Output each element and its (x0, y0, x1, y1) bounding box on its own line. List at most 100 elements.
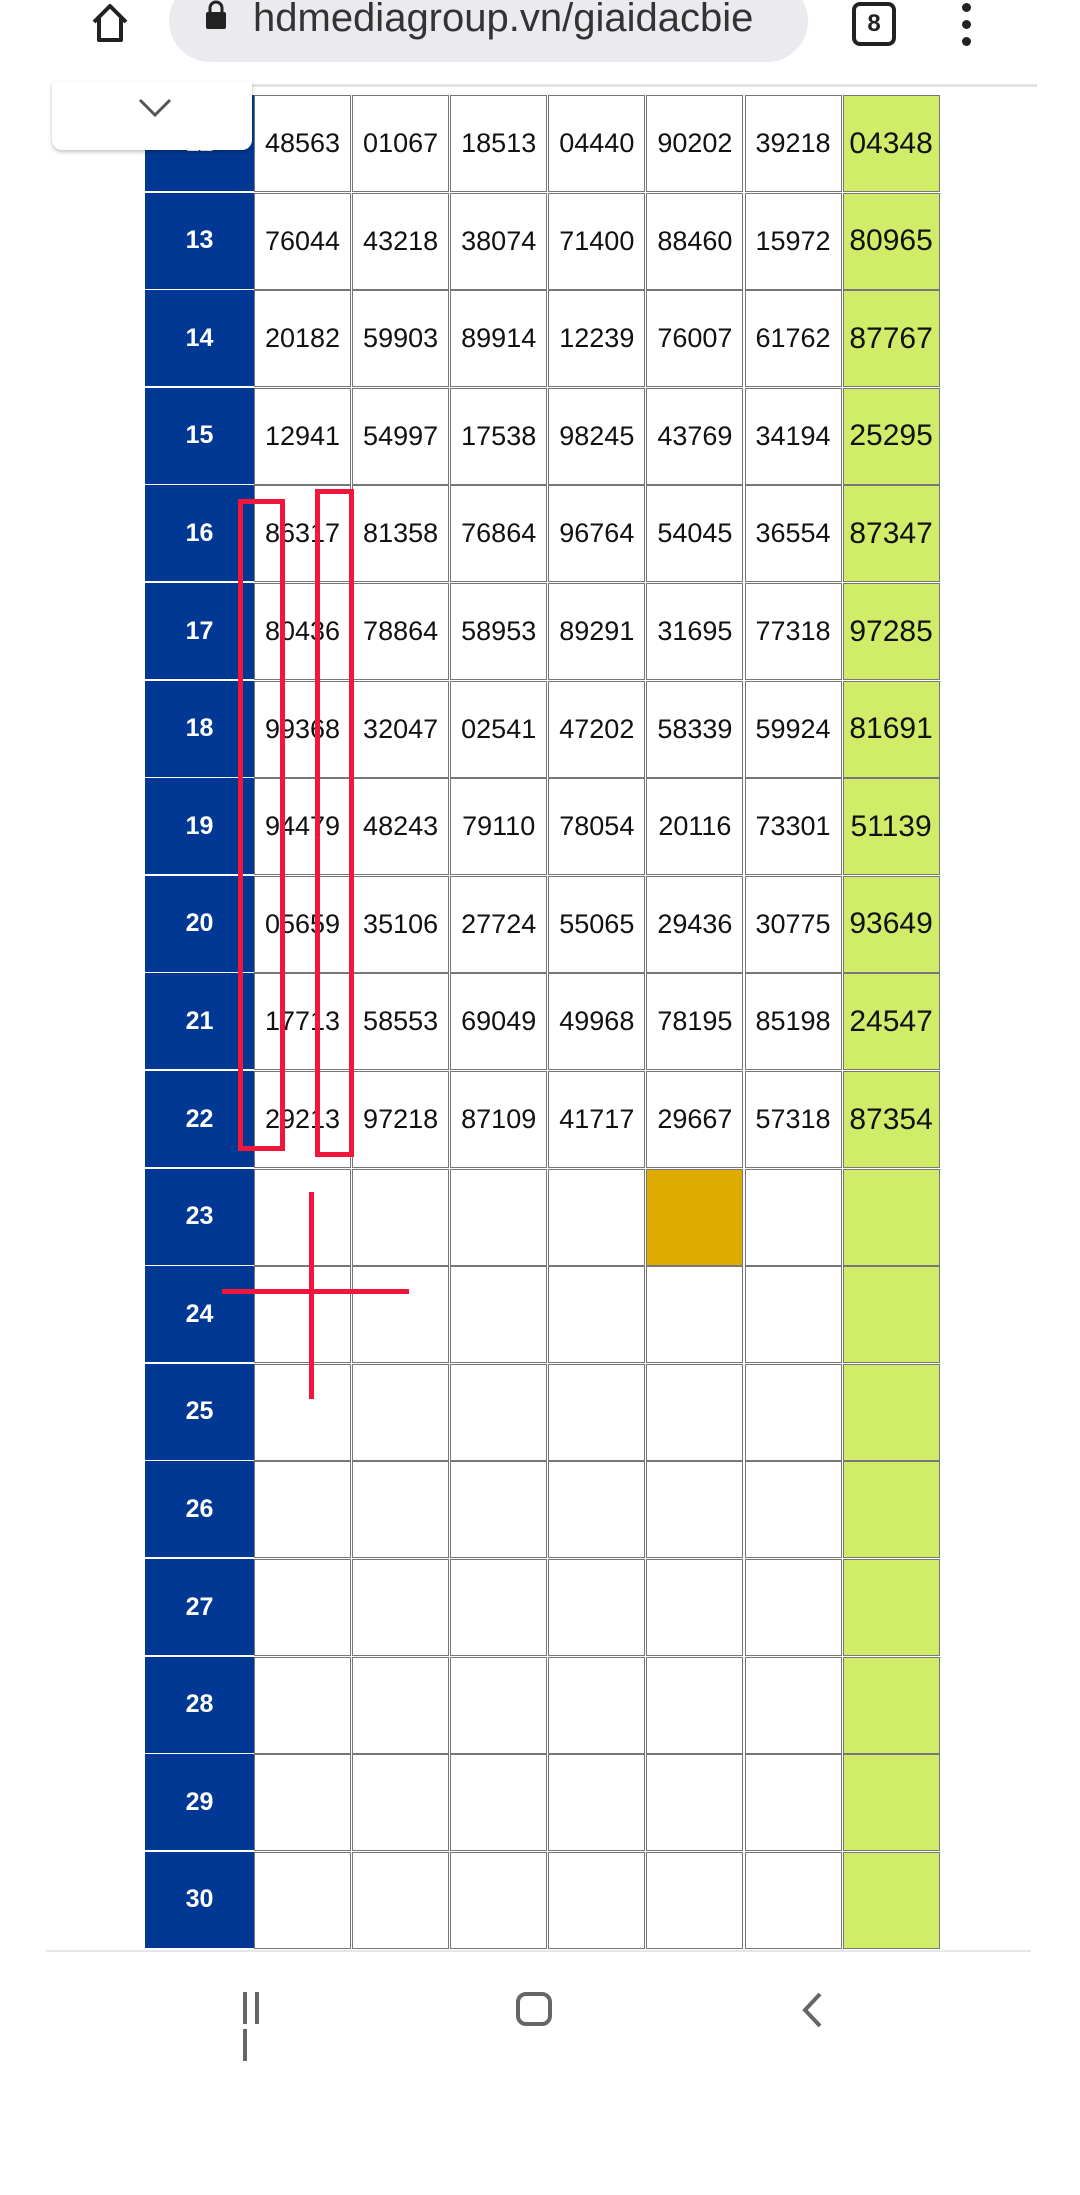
special-prize-cell (842, 1559, 940, 1656)
table-cell (450, 1461, 548, 1559)
address-bar[interactable]: hdmediagroup.vn/giaidacbie (169, 0, 808, 62)
table-cell (352, 1168, 450, 1266)
table-cell: 78195 (646, 973, 744, 1071)
table-cell: 58339 (646, 680, 744, 778)
table-cell: 76864 (450, 485, 548, 583)
table-cell: 57318 (744, 1071, 842, 1168)
row-label: 14 (145, 290, 254, 389)
row-label: 20 (145, 875, 254, 974)
table-cell: 31695 (646, 583, 744, 680)
row-label: 28 (145, 1656, 254, 1755)
special-prize-cell: 24547 (842, 973, 940, 1071)
table-cell: 36554 (744, 485, 842, 583)
table-cell: 97218 (352, 1071, 450, 1168)
table-cell: 29667 (646, 1071, 744, 1168)
table-cell: 61762 (744, 290, 842, 388)
table-cell (254, 1461, 351, 1559)
table-cell: 71400 (548, 192, 646, 290)
table-cell: 18513 (450, 95, 548, 192)
table-cell (352, 1266, 450, 1364)
home-icon[interactable] (88, 0, 132, 44)
annotation-cross-vertical (309, 1192, 314, 1399)
row-label: 27 (145, 1559, 254, 1657)
table-cell (352, 1363, 450, 1461)
special-prize-cell: 87354 (842, 1071, 940, 1168)
table-cell: 96764 (548, 485, 646, 583)
table-cell (646, 1656, 744, 1754)
table-cell (450, 1656, 548, 1754)
table-cell: 81358 (352, 485, 450, 583)
annotation-cross-horizontal (222, 1289, 409, 1294)
table-cell (744, 1559, 842, 1656)
table-cell: 54045 (646, 485, 744, 583)
table-cell (450, 1168, 548, 1266)
table-cell (646, 1168, 744, 1266)
toolbar-divider (52, 84, 1037, 87)
table-cell (744, 1461, 842, 1559)
table-cell: 30775 (744, 875, 842, 973)
table-cell (744, 1266, 842, 1364)
table-cell (254, 1168, 351, 1266)
table-cell (646, 1461, 744, 1559)
collapse-button[interactable] (52, 82, 252, 150)
table-cell (352, 1559, 450, 1656)
table-cell: 78054 (548, 778, 646, 876)
table-cell: 34194 (744, 387, 842, 485)
table-cell: 01067 (352, 95, 450, 192)
table-cell: 54997 (352, 387, 450, 485)
back-icon[interactable] (800, 1990, 824, 2035)
row-label: 21 (145, 973, 254, 1072)
special-prize-cell: 87767 (842, 290, 940, 388)
row-label: 19 (145, 778, 254, 877)
home-button-icon[interactable] (516, 1992, 552, 2026)
row-label: 18 (145, 680, 254, 779)
table-cell: 76007 (646, 290, 744, 388)
table-cell: 90202 (646, 95, 744, 192)
tab-switcher-icon[interactable]: 8 (852, 2, 896, 46)
special-prize-cell (842, 1754, 940, 1852)
table-cell: 38074 (450, 192, 548, 290)
table-cell (450, 1754, 548, 1852)
table-cell: 27724 (450, 875, 548, 973)
special-prize-cell: 25295 (842, 387, 940, 485)
table-cell: 59903 (352, 290, 450, 388)
row-label: 29 (145, 1754, 254, 1853)
row-label: 17 (145, 583, 254, 681)
table-cell: 43769 (646, 387, 744, 485)
row-label: 26 (145, 1461, 254, 1560)
recent-apps-icon[interactable] (243, 1992, 277, 2061)
table-cell: 79110 (450, 778, 548, 876)
table-cell (254, 1656, 351, 1754)
table-cell (548, 1559, 646, 1656)
row-label: 24 (145, 1266, 254, 1365)
table-cell: 04440 (548, 95, 646, 192)
table-cell: 78864 (352, 583, 450, 680)
table-cell (744, 1754, 842, 1852)
special-prize-cell (842, 1266, 940, 1364)
table-cell: 17713 (254, 973, 351, 1071)
special-prize-cell: 80965 (842, 192, 940, 290)
table-cell (548, 1851, 646, 1949)
table-cell (548, 1656, 646, 1754)
table-cell (548, 1363, 646, 1461)
table-cell (646, 1754, 744, 1852)
special-prize-cell: 04348 (842, 95, 940, 192)
table-cell (548, 1168, 646, 1266)
table-cell: 02541 (450, 680, 548, 778)
table-cell (254, 1559, 351, 1656)
special-prize-cell: 81691 (842, 680, 940, 778)
table-cell: 48243 (352, 778, 450, 876)
more-menu-icon[interactable] (958, 0, 974, 46)
row-label: 30 (145, 1851, 254, 1950)
table-cell: 76044 (254, 192, 351, 290)
row-label: 13 (145, 192, 254, 291)
table-cell (646, 1851, 744, 1949)
special-prize-cell (842, 1851, 940, 1949)
special-prize-cell (842, 1656, 940, 1754)
table-cell: 12239 (548, 290, 646, 388)
table-cell: 05659 (254, 875, 351, 973)
table-cell: 98245 (548, 387, 646, 485)
table-cell: 58953 (450, 583, 548, 680)
row-label: 22 (145, 1071, 254, 1169)
lock-icon (205, 0, 227, 30)
